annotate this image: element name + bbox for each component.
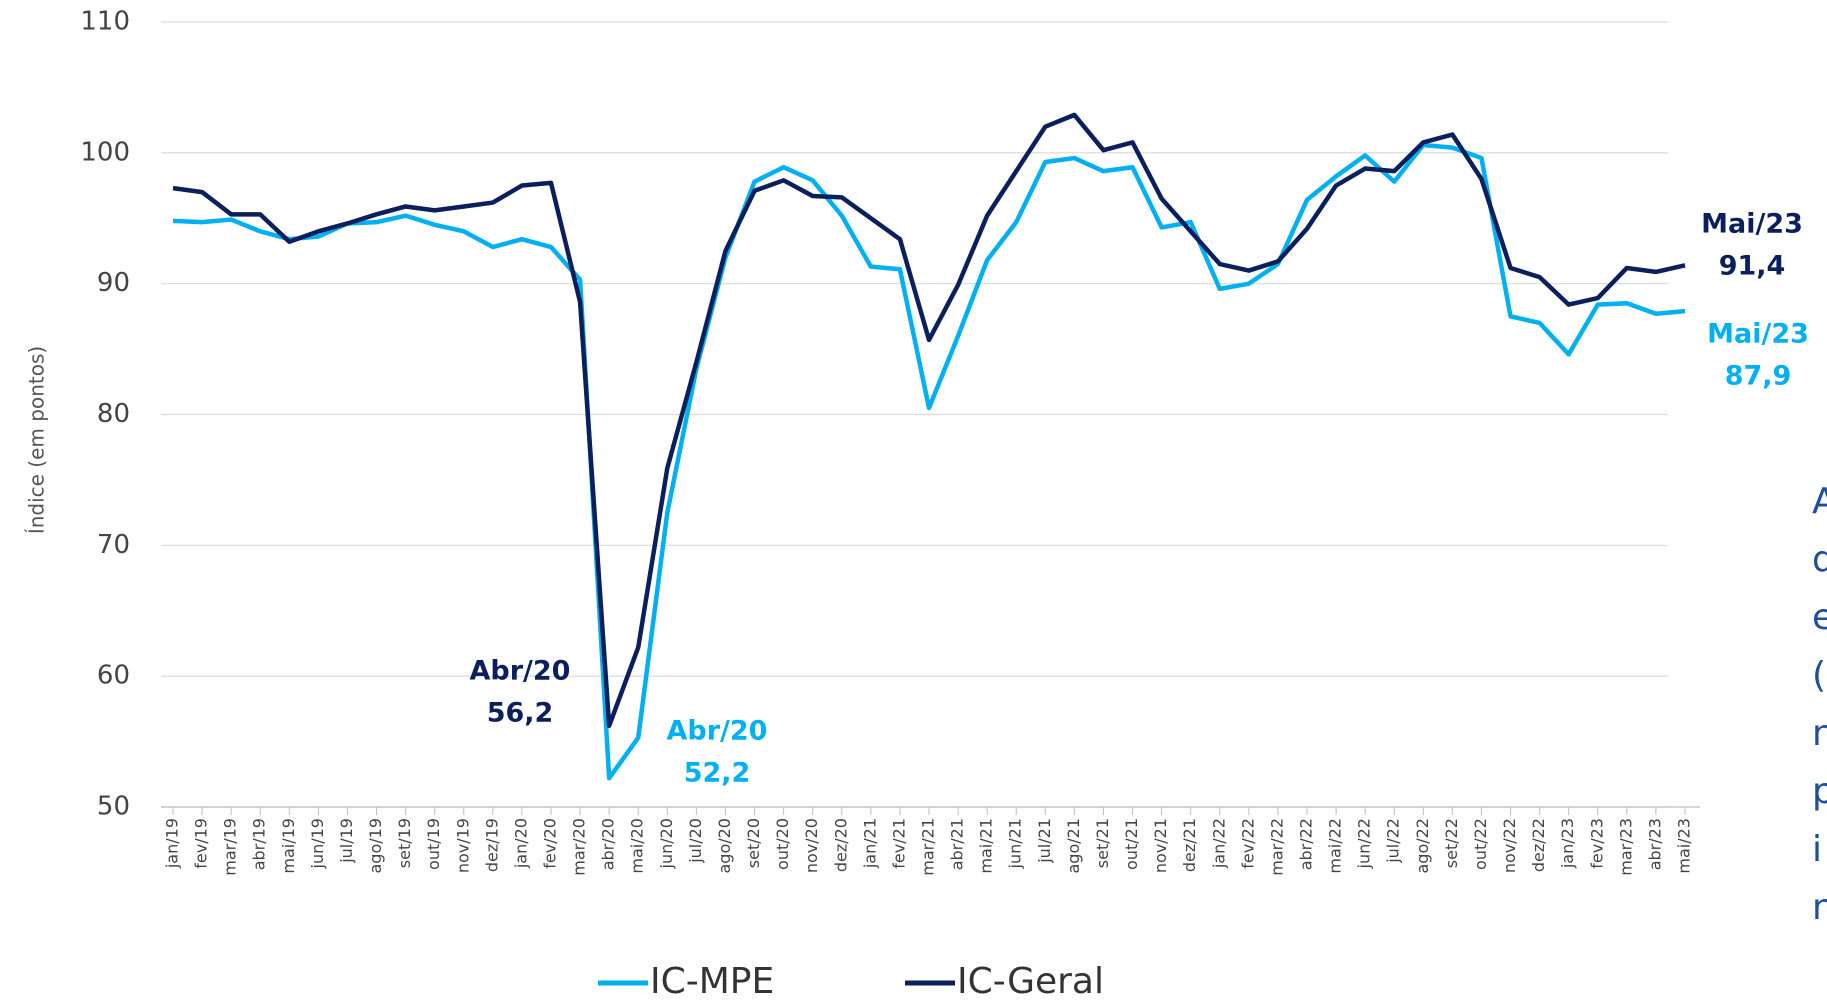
x-tick-label: fev/22 <box>1238 818 1257 869</box>
x-tick-label: jun/20 <box>657 818 676 869</box>
cut-text: p <box>1812 771 1827 812</box>
x-tick-label: jan/21 <box>860 818 879 869</box>
x-tick-label: set/19 <box>395 818 414 868</box>
x-tick-label: mai/21 <box>977 818 996 874</box>
x-tick-label: set/20 <box>744 818 763 868</box>
cut-text: n <box>1812 887 1827 928</box>
x-tick-label: mar/20 <box>570 818 589 876</box>
x-tick-label: mar/21 <box>919 818 938 876</box>
y-tick-label: 80 <box>97 399 130 429</box>
x-tick-label: out/21 <box>1122 818 1141 870</box>
x-tick-label: ago/22 <box>1413 818 1432 874</box>
x-tick-label: fev/21 <box>889 818 908 869</box>
cut-text: e <box>1812 597 1827 638</box>
cut-text: i <box>1812 829 1822 870</box>
legend-label: IC-MPE <box>650 961 774 1000</box>
x-tick-label: mai/23 <box>1675 818 1694 874</box>
x-tick-label: jul/19 <box>337 818 356 864</box>
cut-text: d <box>1812 539 1827 580</box>
y-tick-label: 100 <box>80 137 130 167</box>
x-tick-label: nov/21 <box>1151 818 1170 873</box>
x-tick-label: fev/19 <box>192 818 211 869</box>
annotation-label: Mai/23 <box>1707 319 1809 350</box>
x-tick-label: set/21 <box>1093 818 1112 868</box>
x-tick-label: mar/22 <box>1267 818 1286 876</box>
series-line <box>172 112 1686 729</box>
series-line <box>172 142 1686 781</box>
annotation-value: 91,4 <box>1719 251 1786 282</box>
x-tick-label: jan/19 <box>163 818 182 869</box>
x-tick-label: mai/19 <box>279 818 298 874</box>
annotation-value: 56,2 <box>487 698 554 729</box>
cut-text: ( <box>1812 655 1826 696</box>
y-axis-label: Índice (em pontos) <box>25 346 49 534</box>
x-tick-label: jun/21 <box>1006 818 1025 869</box>
x-tick-label: nov/20 <box>802 818 821 873</box>
x-tick-label: dez/19 <box>482 818 501 872</box>
x-tick-label: fev/20 <box>541 818 560 869</box>
x-tick-label: jan/22 <box>1209 818 1228 869</box>
x-tick-label: ago/20 <box>715 818 734 874</box>
x-tick-label: ago/21 <box>1064 818 1083 874</box>
x-tick-label: abr/21 <box>948 818 967 870</box>
annotation-value: 87,9 <box>1725 361 1792 392</box>
annotation-label: Abr/20 <box>667 716 768 747</box>
x-tick-label: jul/21 <box>1035 818 1054 864</box>
x-tick-label: abr/19 <box>250 818 269 870</box>
cut-text: n <box>1812 713 1827 754</box>
y-tick-label: 60 <box>97 661 130 691</box>
x-tick-label: abr/22 <box>1297 818 1316 870</box>
x-tick-label: dez/21 <box>1180 818 1199 872</box>
x-tick-label: out/20 <box>773 818 792 870</box>
x-tick-label: jan/23 <box>1558 818 1577 869</box>
x-tick-label: mai/22 <box>1326 818 1345 874</box>
x-tick-label: mai/20 <box>628 818 647 874</box>
x-tick-label: dez/20 <box>831 818 850 872</box>
cut-text: A <box>1812 481 1827 522</box>
x-tick-label: mar/19 <box>221 818 240 876</box>
x-tick-label: abr/23 <box>1645 818 1664 870</box>
x-tick-label: jul/20 <box>686 818 705 864</box>
annotation-value: 52,2 <box>684 758 751 789</box>
x-tick-label: fev/23 <box>1587 818 1606 869</box>
x-tick-label: out/22 <box>1471 818 1490 870</box>
x-tick-label: jun/22 <box>1355 818 1374 869</box>
x-tick-label: jun/19 <box>308 818 327 869</box>
y-tick-label: 110 <box>80 7 130 37</box>
x-tick-label: set/22 <box>1442 818 1461 868</box>
x-tick-label: abr/20 <box>599 818 618 870</box>
y-tick-label: 90 <box>97 268 130 298</box>
x-tick-label: nov/22 <box>1500 818 1519 873</box>
x-tick-label: out/19 <box>424 818 443 870</box>
x-tick-label: dez/22 <box>1529 818 1548 872</box>
x-tick-label: jul/22 <box>1384 818 1403 864</box>
x-tick-label: mar/23 <box>1616 818 1635 876</box>
x-tick-label: ago/19 <box>366 818 385 874</box>
y-tick-label: 70 <box>97 530 130 560</box>
x-tick-label: jan/20 <box>511 818 530 869</box>
y-tick-label: 50 <box>97 792 130 822</box>
annotation-label: Mai/23 <box>1701 209 1803 240</box>
annotation-label: Abr/20 <box>470 656 571 687</box>
x-tick-label: nov/19 <box>453 818 472 873</box>
legend-label: IC-Geral <box>957 961 1104 1000</box>
